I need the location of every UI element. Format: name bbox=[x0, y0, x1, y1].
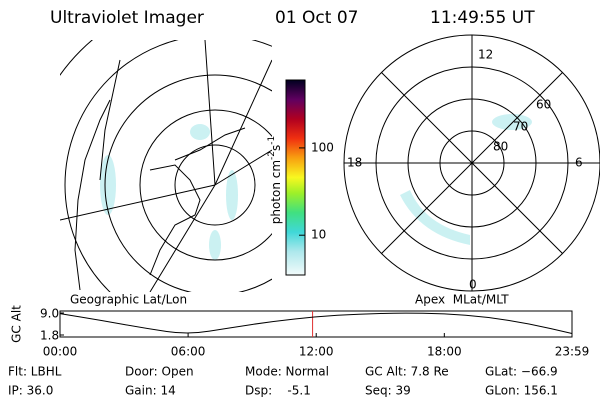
colorbar-tick-label: 10 bbox=[311, 228, 326, 242]
y-axis-label: GC Alt bbox=[10, 305, 24, 343]
mlt-label: 0 bbox=[469, 278, 477, 292]
info-field: Dsp: -5.1 bbox=[245, 384, 311, 398]
colorbar-label: photon cm-2s-1 bbox=[267, 136, 283, 225]
mlt-label: 18 bbox=[347, 156, 362, 170]
y-tick-label: 1.8 bbox=[40, 329, 59, 343]
x-tick-label: 12:00 bbox=[299, 345, 334, 359]
info-field: Seq: 39 bbox=[365, 384, 411, 398]
info-field: GC Alt: 7.8 Re bbox=[365, 365, 449, 379]
mlt-label: 6 bbox=[575, 156, 583, 170]
info-field: GLat: −66.9 bbox=[485, 365, 558, 379]
info-field: Door: Open bbox=[125, 365, 194, 379]
x-tick-label: 00:00 bbox=[43, 345, 78, 359]
x-tick-label: 23:59 bbox=[555, 345, 590, 359]
date: 01 Oct 07 bbox=[275, 8, 358, 28]
geographic-map bbox=[60, 40, 272, 292]
time: 11:49:55 UT bbox=[430, 8, 535, 28]
mlt-label: 12 bbox=[478, 48, 493, 62]
colorbar bbox=[285, 79, 306, 276]
info-field: GLon: 156.1 bbox=[485, 384, 558, 398]
y-tick-label: 9.0 bbox=[40, 307, 59, 321]
title: Ultraviolet Imager bbox=[50, 8, 204, 28]
info-field: Gain: 14 bbox=[125, 384, 176, 398]
gc-alt-line bbox=[59, 312, 573, 334]
x-tick-label: 06:00 bbox=[171, 345, 206, 359]
polar-plot bbox=[343, 34, 600, 292]
lat-label: 70 bbox=[513, 120, 528, 134]
x-tick-label: 18:00 bbox=[427, 345, 462, 359]
lat-label: 80 bbox=[493, 140, 508, 154]
right-panel-label: Apex MLat/MLT bbox=[415, 293, 509, 307]
info-field: IP: 36.0 bbox=[8, 384, 53, 398]
info-field: Flt: LBHL bbox=[8, 365, 62, 379]
colorbar-tick-label: 100 bbox=[311, 140, 334, 154]
lat-label: 60 bbox=[536, 98, 551, 112]
left-panel-label: Geographic Lat/Lon bbox=[70, 293, 187, 307]
info-field: Mode: Normal bbox=[245, 365, 329, 379]
